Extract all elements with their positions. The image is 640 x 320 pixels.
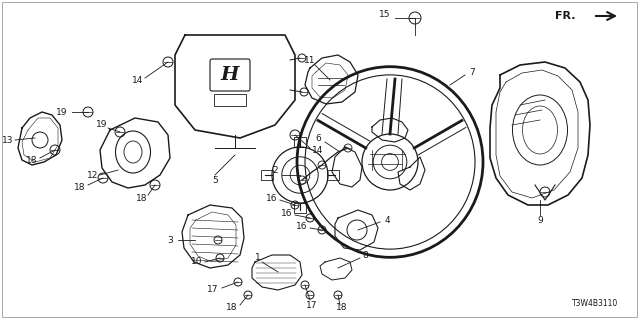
Text: 16: 16	[266, 194, 278, 203]
Text: 8: 8	[362, 251, 368, 260]
Text: 18: 18	[336, 303, 348, 313]
Text: 15: 15	[380, 10, 391, 19]
Text: 12: 12	[87, 171, 99, 180]
Text: 10: 10	[191, 258, 203, 267]
Text: 11: 11	[304, 55, 316, 65]
Text: 19: 19	[56, 108, 68, 116]
Text: 17: 17	[307, 300, 317, 309]
Text: 14: 14	[312, 146, 324, 155]
Text: 4: 4	[384, 215, 390, 225]
Text: FR.: FR.	[556, 11, 576, 21]
Text: 18: 18	[136, 194, 148, 203]
Text: T3W4B3110: T3W4B3110	[572, 299, 618, 308]
Text: 19: 19	[96, 119, 108, 129]
Text: 3: 3	[167, 236, 173, 244]
Text: 5: 5	[212, 175, 218, 185]
Text: 18: 18	[26, 156, 38, 164]
FancyArrowPatch shape	[596, 12, 615, 20]
Text: 18: 18	[74, 182, 86, 191]
Text: 17: 17	[207, 285, 219, 294]
Text: 7: 7	[469, 68, 475, 76]
Text: 16: 16	[296, 221, 308, 230]
Text: 2: 2	[272, 165, 278, 174]
Text: 14: 14	[132, 76, 144, 84]
Text: 16: 16	[281, 209, 292, 218]
Text: 18: 18	[227, 303, 237, 313]
Text: H: H	[221, 66, 239, 84]
Text: 6: 6	[315, 133, 321, 142]
Text: 9: 9	[537, 215, 543, 225]
Text: 1: 1	[255, 253, 261, 262]
Text: 13: 13	[3, 135, 13, 145]
